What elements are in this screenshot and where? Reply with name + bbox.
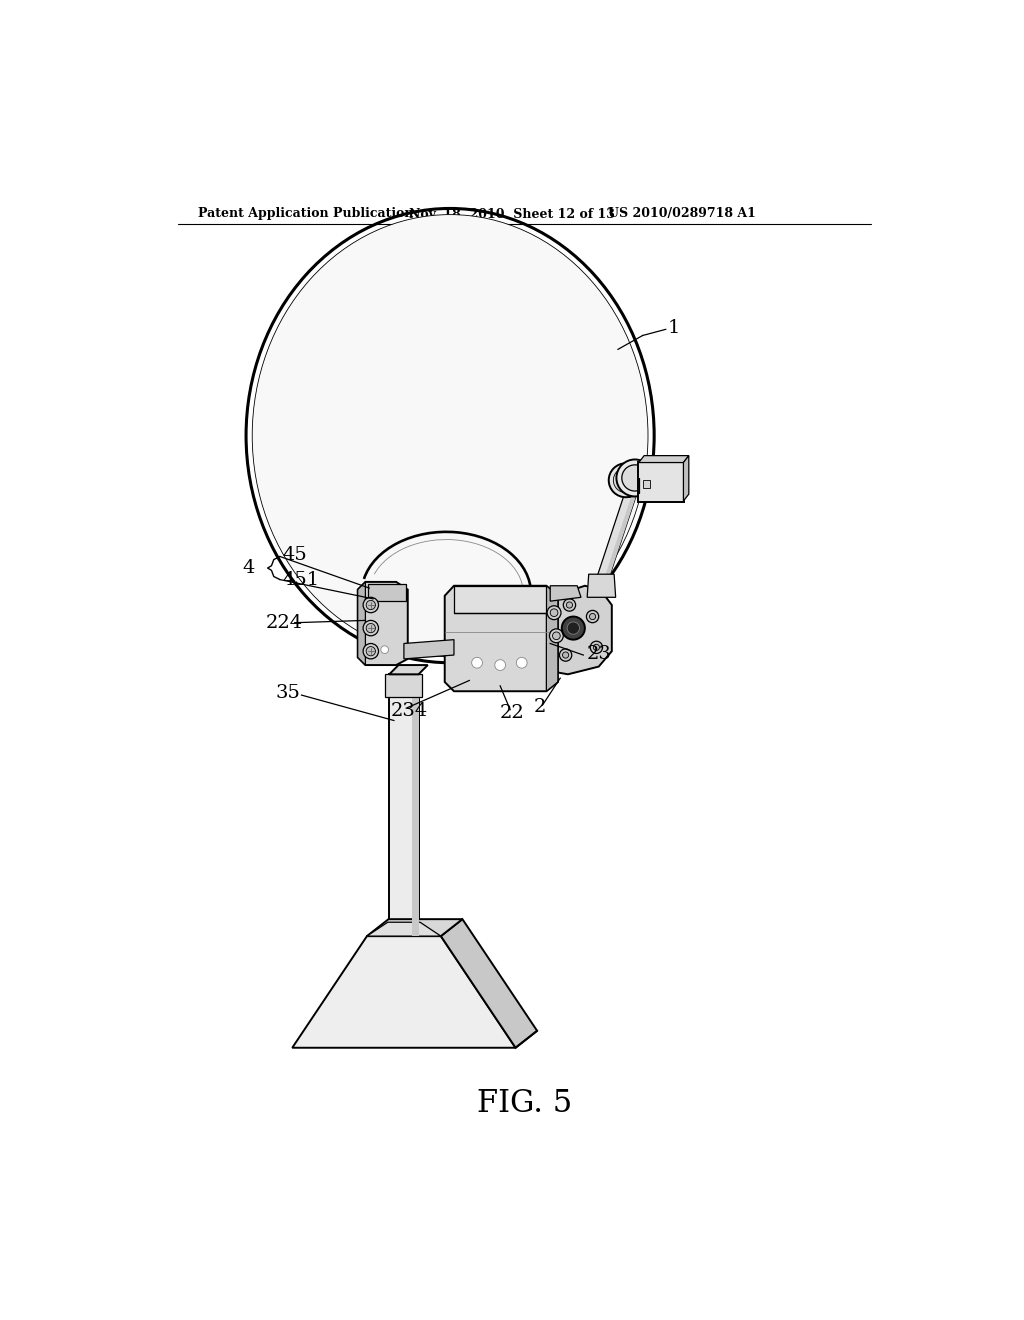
Circle shape — [547, 606, 561, 619]
Text: US 2010/0289718 A1: US 2010/0289718 A1 — [608, 207, 756, 220]
Circle shape — [562, 616, 585, 640]
Text: 4: 4 — [243, 560, 255, 577]
Circle shape — [616, 459, 653, 496]
Circle shape — [550, 628, 563, 643]
Text: 23: 23 — [587, 644, 612, 663]
Polygon shape — [403, 640, 454, 659]
Polygon shape — [441, 919, 538, 1048]
Circle shape — [516, 657, 527, 668]
Circle shape — [364, 620, 379, 636]
Text: 2: 2 — [535, 698, 547, 717]
Text: 45: 45 — [283, 546, 307, 564]
Text: 451: 451 — [283, 572, 319, 589]
Circle shape — [367, 623, 376, 632]
Circle shape — [620, 474, 632, 486]
Text: 1: 1 — [668, 319, 680, 337]
Circle shape — [563, 599, 575, 611]
Text: 35: 35 — [275, 684, 300, 702]
Circle shape — [613, 467, 638, 492]
Polygon shape — [357, 582, 366, 665]
Polygon shape — [292, 936, 515, 1048]
Polygon shape — [389, 665, 428, 675]
Polygon shape — [547, 586, 611, 675]
Circle shape — [550, 609, 558, 616]
Text: Patent Application Publication: Patent Application Publication — [199, 207, 414, 220]
Circle shape — [590, 614, 596, 619]
Polygon shape — [683, 455, 689, 502]
Polygon shape — [389, 675, 419, 936]
Polygon shape — [444, 586, 558, 692]
Polygon shape — [368, 585, 407, 601]
Polygon shape — [367, 919, 463, 936]
Circle shape — [559, 649, 571, 661]
Text: 22: 22 — [500, 704, 525, 722]
FancyBboxPatch shape — [638, 462, 684, 502]
Polygon shape — [454, 586, 547, 612]
Polygon shape — [550, 586, 581, 601]
Circle shape — [608, 463, 643, 498]
Ellipse shape — [253, 215, 647, 656]
Polygon shape — [639, 455, 689, 462]
Polygon shape — [367, 923, 441, 936]
Circle shape — [364, 597, 379, 612]
Polygon shape — [413, 675, 419, 936]
Circle shape — [562, 652, 568, 659]
Polygon shape — [594, 498, 636, 586]
Circle shape — [622, 465, 648, 491]
Circle shape — [364, 644, 379, 659]
Text: 224: 224 — [265, 614, 302, 632]
Circle shape — [593, 644, 599, 651]
Polygon shape — [547, 586, 558, 692]
Circle shape — [590, 642, 602, 653]
Circle shape — [367, 647, 376, 656]
Polygon shape — [643, 480, 650, 488]
Circle shape — [587, 610, 599, 623]
Ellipse shape — [252, 215, 648, 656]
Polygon shape — [357, 582, 408, 665]
Circle shape — [367, 601, 376, 610]
Circle shape — [553, 632, 560, 640]
Polygon shape — [602, 498, 636, 586]
Circle shape — [566, 602, 572, 609]
Circle shape — [381, 645, 388, 653]
Text: FIG. 5: FIG. 5 — [477, 1089, 572, 1119]
Polygon shape — [385, 675, 422, 697]
Circle shape — [567, 622, 580, 635]
Text: Nov. 18, 2010  Sheet 12 of 13: Nov. 18, 2010 Sheet 12 of 13 — [410, 207, 615, 220]
Text: 234: 234 — [391, 702, 428, 721]
Circle shape — [472, 657, 482, 668]
Polygon shape — [587, 574, 615, 597]
Circle shape — [495, 660, 506, 671]
